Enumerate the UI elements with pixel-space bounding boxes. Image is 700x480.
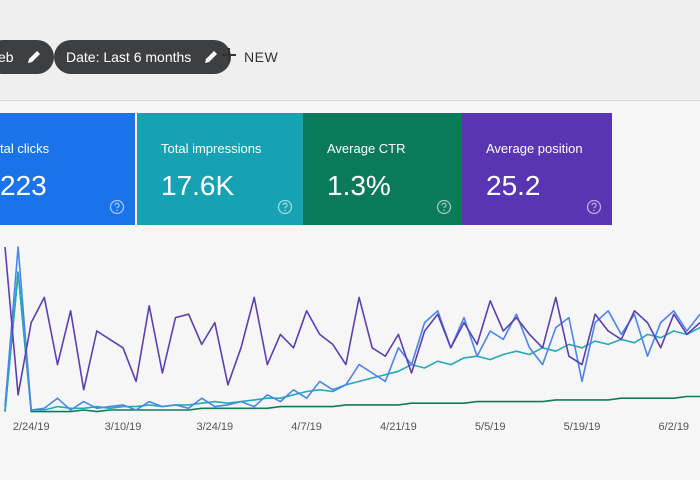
series-line [4, 271, 700, 413]
help-icon [436, 199, 452, 215]
filter-chip[interactable]: eb [0, 40, 54, 74]
metric-card[interactable]: Average position 25.2 [462, 113, 612, 225]
x-tick-label: 3/24/19 [196, 421, 233, 433]
card-value: 223 [0, 170, 47, 201]
series-line [4, 271, 700, 411]
chart: 2/24/19 3/10/19 3/24/19 4/7/19 4/21/19 5/5/19… [4, 246, 700, 433]
series-line [4, 246, 700, 411]
plus-icon [222, 48, 236, 62]
chip-label: eb [0, 49, 14, 65]
x-tick-label: 6/2/19 [658, 421, 689, 433]
card-label: Average CTR [327, 141, 406, 156]
card-label: tal clicks [0, 141, 50, 156]
card-value: 1.3% [327, 170, 391, 201]
metric-card[interactable]: Average CTR 1.3% [303, 113, 462, 225]
toolbar: eb Date: Last 6 months NEW [0, 0, 700, 101]
x-tick-label: 5/19/19 [564, 421, 601, 433]
edit-icon [27, 51, 40, 63]
chip-label: Date: Last 6 months [66, 49, 192, 65]
help-icon [277, 199, 293, 215]
edit-icon [205, 51, 218, 63]
new-label: NEW [244, 49, 279, 65]
metric-card[interactable]: Total impressions 17.6K [137, 113, 303, 225]
metric-card[interactable]: tal clicks 223 [0, 113, 135, 225]
x-tick-label: 3/10/19 [105, 421, 142, 433]
x-tick-label: 4/7/19 [291, 421, 322, 433]
x-tick-label: 4/21/19 [380, 421, 417, 433]
date-chip[interactable]: Date: Last 6 months [54, 40, 232, 74]
card-label: Total impressions [161, 141, 262, 156]
help-icon [586, 199, 602, 215]
x-tick-label: 2/24/19 [13, 421, 50, 433]
card-value: 25.2 [486, 170, 541, 201]
card-value: 17.6K [161, 170, 235, 201]
card-label: Average position [486, 141, 583, 156]
help-icon [109, 199, 125, 215]
x-tick-label: 5/5/19 [475, 421, 506, 433]
new-button[interactable]: NEW [222, 48, 278, 65]
series-line [4, 246, 700, 396]
